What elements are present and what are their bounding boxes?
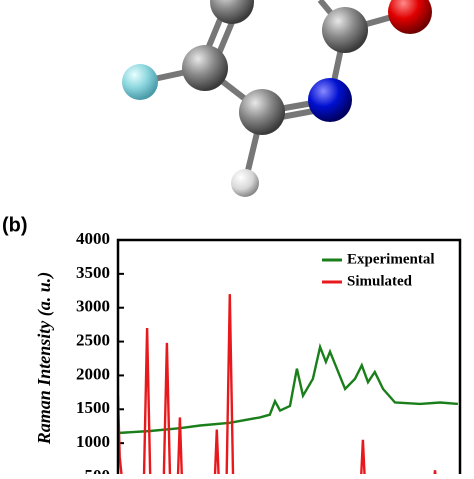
series-line — [118, 342, 458, 435]
legend-label: Simulated — [347, 273, 413, 289]
panel-label: (b) — [2, 214, 28, 236]
plot: 500 1000 1500 2000 2500 3000 3500 4000 Experimen… — [76, 229, 462, 479]
y-tick-label: 1000 — [76, 432, 110, 451]
y-tick-label: 4000 — [76, 229, 110, 248]
y-axis-label: Raman Intensity (a. u.) — [34, 272, 55, 446]
y-tick-label: 2000 — [76, 364, 110, 383]
y-tick-label: 2500 — [76, 330, 110, 349]
atom — [308, 78, 352, 122]
atom — [182, 45, 228, 91]
atom — [322, 7, 368, 53]
series-line — [118, 294, 437, 477]
atom — [210, 0, 254, 24]
molecule — [122, 0, 432, 197]
atom — [388, 0, 432, 34]
atom — [231, 169, 259, 197]
y-tick-label: 500 — [85, 466, 111, 474]
y-tick-label: 3000 — [76, 297, 110, 316]
axes-frame — [116, 238, 462, 477]
legend-label: Experimental — [347, 251, 435, 267]
y-tick-label: 1500 — [76, 398, 110, 417]
atom — [122, 64, 158, 100]
y-tick-label: 3500 — [76, 263, 110, 282]
atom — [239, 89, 285, 135]
